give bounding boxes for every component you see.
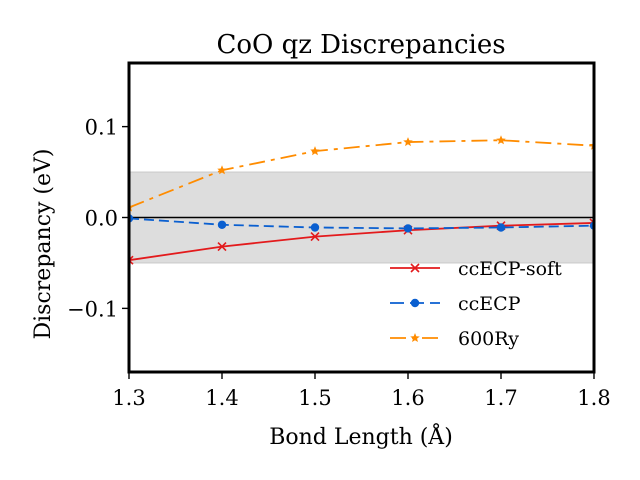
x-axis-label: Bond Length (Å) [269,422,453,450]
y-axis-label: Discrepancy (eV) [31,148,56,339]
y-tick-label: 0.1 [85,116,118,140]
data-point-ccECP-soft-1 [217,242,227,252]
y-tick-label: 0.0 [85,207,118,231]
legend-label-ccECP: ccECP [458,293,521,315]
x-tick-label: 1.4 [205,386,238,410]
x-tick-label: 1.3 [112,386,145,410]
series-line-ccECP-soft [129,222,594,262]
series-group [129,135,594,265]
legend-label-600Ry: 600Ry [458,328,519,350]
series-line-ccECP [129,217,594,230]
data-point-600Ry-4 [496,135,506,145]
x-tick-label: 1.6 [391,386,424,410]
y-tick-label: −0.1 [67,297,118,321]
legend-label-ccECP-soft: ccECP-soft [458,258,562,280]
data-point-ccECP-4 [496,223,506,232]
x-tick-label: 1.7 [484,386,517,410]
data-point-ccECP-3 [403,224,413,233]
legend-marker-600Ry [410,333,420,343]
data-point-600Ry-3 [403,137,413,147]
data-point-600Ry-1 [217,165,227,175]
data-point-ccECP-2 [310,223,320,232]
data-point-ccECP-1 [217,220,227,229]
legend-marker-ccECP-soft [410,263,420,273]
data-point-ccECP-soft-2 [310,232,320,242]
x-tick-label: 1.5 [298,386,331,410]
legend-marker-ccECP [410,298,420,308]
data-point-600Ry-2 [310,146,320,156]
legend: ccECP-soft ccECP 600Ry [390,258,562,350]
chart-title: CoO qz Discrepancies [216,30,505,60]
x-tick-label: 1.8 [577,386,610,410]
series-line-600Ry [129,139,594,209]
data-point-ccECP-soft-0 [129,255,134,265]
